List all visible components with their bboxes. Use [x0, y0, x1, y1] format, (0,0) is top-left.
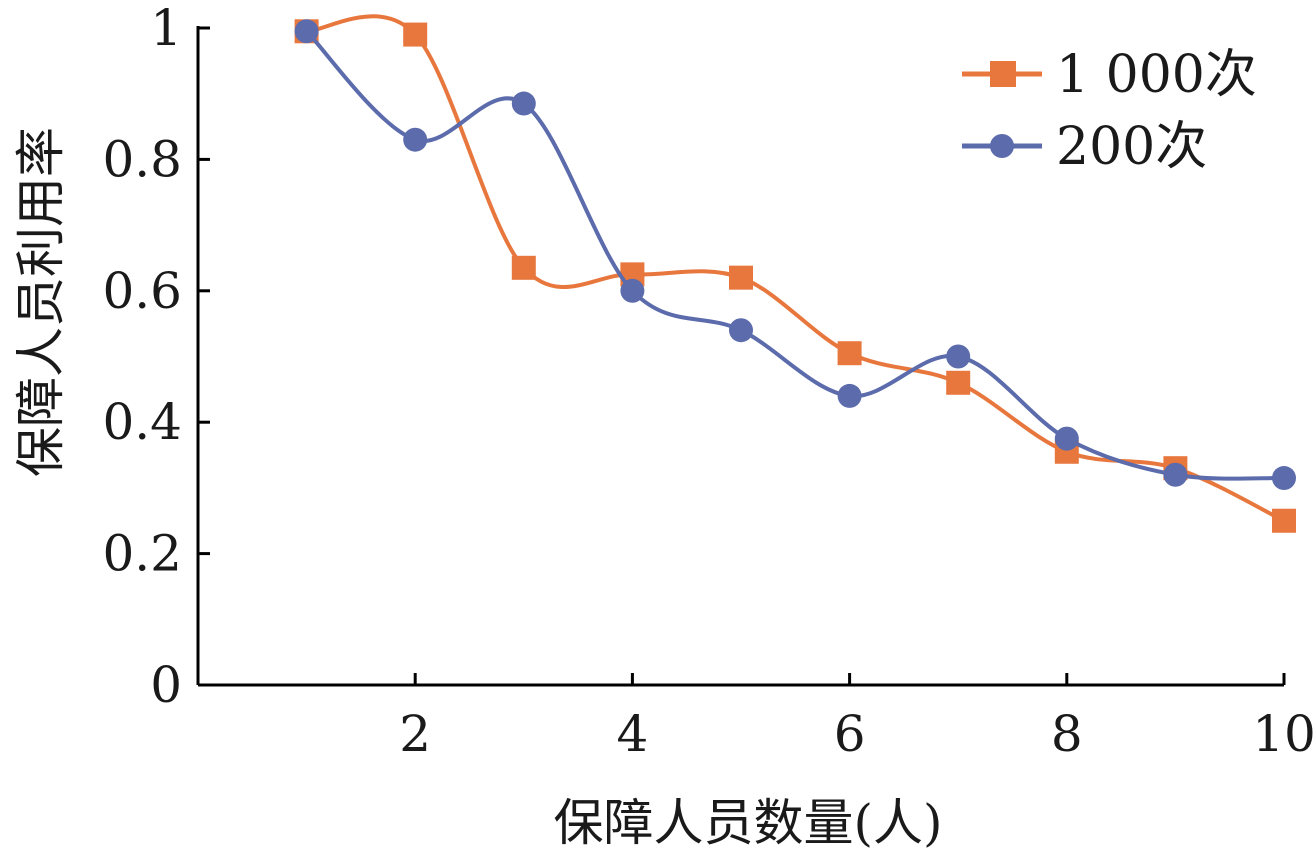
data-point-square: [511, 255, 536, 280]
y-tick-label: 1: [150, 0, 182, 57]
data-point-square: [403, 22, 428, 47]
data-point-circle: [1163, 462, 1188, 487]
legend-item: 200次: [962, 117, 1207, 177]
legend-marker-circle: [990, 134, 1014, 158]
legend-item: 1 000次: [962, 45, 1257, 105]
axes: 0 0.2 0.4 0.6 0.8 1 2 4 6 8 10: [102, 0, 1315, 763]
data-point-square: [946, 370, 971, 395]
data-point-circle: [511, 91, 536, 116]
data-point-circle: [294, 19, 319, 44]
data-point-circle: [729, 318, 753, 343]
data-point-circle: [837, 383, 862, 408]
legend: 1 000次 200次: [962, 45, 1257, 177]
y-tick-label: 0.2: [102, 525, 182, 583]
y-tick-label: 0.4: [102, 393, 182, 451]
data-point-circle: [620, 278, 645, 303]
y-tick-label: 0.6: [102, 262, 182, 320]
legend-marker-square: [990, 61, 1016, 87]
x-tick-label: 10: [1252, 705, 1316, 763]
data-point-circle: [946, 344, 971, 369]
x-tick-label: 6: [834, 705, 866, 763]
x-tick-label: 4: [616, 705, 648, 763]
data-point-circle: [1054, 426, 1079, 451]
data-point-square: [1272, 508, 1296, 533]
y-tick-label: 0: [150, 656, 182, 714]
x-tick-label: 2: [399, 705, 431, 763]
data-point-square: [837, 341, 862, 366]
x-axis-title: 保障人员数量(人): [553, 794, 942, 852]
y-axis-title: 保障人员利用率: [12, 127, 70, 477]
y-tick-label: 0.8: [102, 130, 182, 188]
series-line: [304, 29, 1286, 481]
series-2: [294, 19, 1296, 491]
data-point-square: [729, 265, 753, 290]
legend-label: 200次: [1056, 117, 1207, 177]
data-point-circle: [1272, 466, 1296, 491]
series-layer: [294, 14, 1296, 533]
data-point-circle: [403, 127, 428, 152]
x-tick-label: 8: [1051, 705, 1083, 763]
legend-label: 1 000次: [1056, 45, 1257, 105]
